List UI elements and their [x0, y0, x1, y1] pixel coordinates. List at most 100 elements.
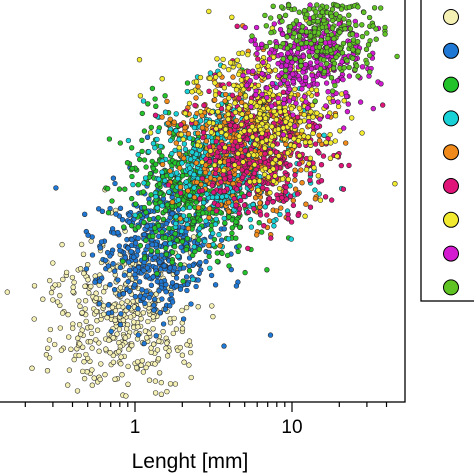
data-point — [318, 178, 325, 184]
data-point — [220, 56, 226, 63]
data-point — [249, 33, 255, 39]
data-point — [320, 153, 327, 159]
data-point — [96, 206, 102, 212]
data-point — [120, 317, 126, 324]
data-point — [123, 326, 130, 332]
data-point — [272, 67, 279, 73]
data-point — [197, 118, 204, 124]
data-point — [303, 29, 310, 35]
data-point — [307, 204, 314, 210]
data-point — [308, 66, 315, 72]
data-point — [158, 379, 164, 386]
data-point — [321, 57, 327, 63]
data-point — [146, 149, 152, 155]
data-point — [183, 274, 190, 280]
data-point — [322, 194, 329, 200]
data-point — [225, 236, 232, 242]
data-point — [340, 186, 347, 192]
data-point — [268, 235, 274, 241]
data-point — [184, 80, 191, 86]
data-point — [226, 214, 232, 220]
data-point — [82, 298, 89, 304]
data-point — [45, 345, 51, 351]
data-point — [221, 215, 227, 222]
data-point — [110, 175, 117, 181]
data-point — [332, 138, 338, 144]
data-point — [118, 311, 124, 317]
data-point — [212, 80, 218, 86]
data-point — [162, 241, 168, 247]
data-point — [141, 204, 148, 211]
data-point — [280, 56, 286, 62]
data-point — [169, 259, 175, 265]
data-point — [214, 153, 220, 160]
data-point — [330, 98, 336, 105]
data-point — [175, 175, 181, 182]
data-point — [169, 280, 176, 286]
data-point — [305, 134, 311, 140]
data-point — [346, 4, 352, 10]
data-point — [287, 24, 294, 30]
data-point — [116, 186, 123, 192]
data-point — [303, 201, 309, 207]
data-point — [314, 124, 320, 130]
data-point — [378, 5, 384, 11]
data-point — [209, 194, 216, 201]
data-point — [94, 327, 101, 333]
data-point — [237, 224, 243, 230]
data-point — [145, 101, 151, 107]
data-point — [256, 178, 263, 184]
data-point — [116, 303, 122, 310]
data-point — [104, 314, 110, 321]
data-point — [286, 28, 292, 34]
data-point — [153, 333, 159, 339]
data-point — [267, 190, 273, 196]
data-point — [197, 217, 203, 223]
data-point — [226, 263, 232, 269]
data-point — [146, 377, 153, 383]
data-point — [223, 132, 229, 138]
data-point — [156, 288, 162, 294]
data-point — [153, 161, 159, 167]
data-point — [126, 288, 133, 294]
data-point — [221, 64, 227, 70]
data-point — [182, 124, 188, 131]
data-point — [298, 167, 304, 173]
data-point — [226, 66, 232, 73]
data-point — [181, 265, 187, 271]
data-point — [276, 153, 282, 159]
data-point — [154, 347, 161, 353]
data-point — [157, 310, 163, 316]
data-point — [253, 92, 259, 98]
data-point — [144, 134, 151, 140]
data-point — [63, 269, 70, 276]
data-point — [277, 26, 284, 33]
data-point — [271, 108, 277, 115]
data-point — [173, 220, 179, 227]
data-point — [283, 184, 289, 191]
data-point — [206, 214, 212, 221]
data-point — [93, 308, 100, 315]
data-point — [162, 177, 168, 184]
data-point — [233, 117, 239, 124]
data-point — [259, 91, 265, 98]
data-point — [83, 266, 90, 272]
data-point — [265, 73, 272, 80]
data-point — [92, 279, 98, 285]
data-point — [262, 115, 269, 121]
data-point — [227, 60, 234, 66]
data-point — [288, 219, 295, 225]
data-point — [245, 209, 251, 215]
data-point — [234, 57, 240, 63]
data-point — [140, 98, 147, 104]
data-point — [88, 324, 94, 330]
data-point — [361, 9, 367, 16]
data-point — [263, 23, 269, 29]
data-point — [216, 113, 222, 120]
data-point — [156, 176, 162, 182]
data-point — [146, 216, 153, 223]
data-point — [159, 296, 165, 302]
data-point — [329, 197, 335, 203]
data-point — [187, 349, 194, 356]
data-point — [255, 187, 261, 193]
